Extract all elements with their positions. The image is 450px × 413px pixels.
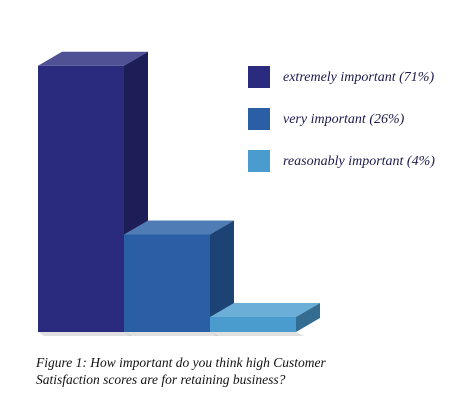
bars-group xyxy=(38,51,320,336)
legend-swatch xyxy=(248,150,270,172)
bar-front-face xyxy=(210,317,296,332)
legend-label: very important (26%) xyxy=(283,112,405,127)
bar-top-face xyxy=(124,220,234,235)
bar-2 xyxy=(124,220,234,336)
bar-front-face xyxy=(38,65,124,332)
legend: extremely important (71%) very important … xyxy=(248,66,435,172)
legend-swatch xyxy=(248,66,270,88)
bar-top-face xyxy=(38,51,148,66)
bar-3 xyxy=(210,303,320,336)
legend-label: reasonably important (4%) xyxy=(283,154,435,169)
bar-shadow xyxy=(38,332,132,336)
bar-side-face xyxy=(296,303,320,332)
legend-swatch xyxy=(248,108,270,130)
bar-top-face xyxy=(210,303,320,317)
figure-caption: Figure 1: How important do you think hig… xyxy=(36,354,436,388)
bar-shadow xyxy=(124,332,218,336)
bar-side-face xyxy=(210,220,234,332)
legend-entry-2: very important (26%) xyxy=(248,108,405,130)
legend-entry-1: extremely important (71%) xyxy=(248,66,434,88)
bar-front-face xyxy=(124,234,210,332)
caption-line-1: Figure 1: How important do you think hig… xyxy=(36,355,326,370)
caption-line-2: Satisfaction scores are for retaining bu… xyxy=(36,372,286,387)
legend-entry-3: reasonably important (4%) xyxy=(248,150,435,172)
legend-label: extremely important (71%) xyxy=(283,70,434,85)
bar-shadow xyxy=(210,332,304,336)
